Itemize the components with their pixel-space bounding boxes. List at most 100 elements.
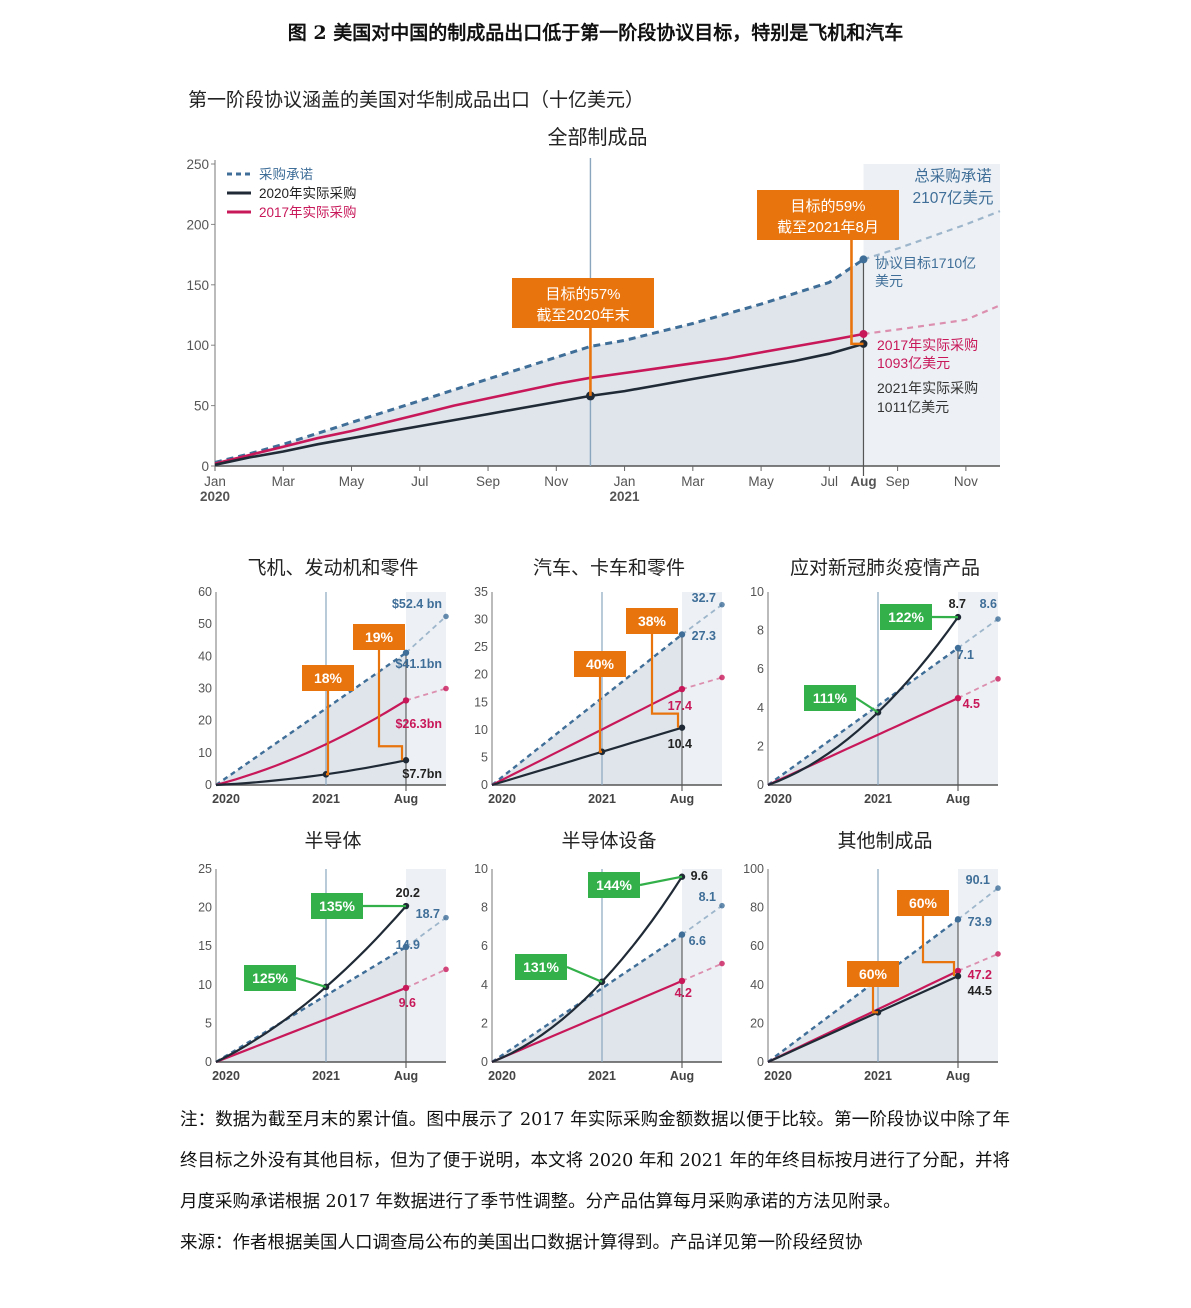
y-tick-label: 150 [186,278,209,293]
x-tick-label: Aug [394,792,418,806]
badge-label: 111% [813,690,848,706]
projection-end-point [995,676,1001,682]
actual-2020-end-label: 20.2 [396,886,420,900]
series-end-point [402,943,410,951]
projection-end-point [719,902,725,909]
badge-label: 135% [319,898,355,914]
y-tick-label: 5 [481,750,488,764]
actual-2017-end-label: 17.4 [668,699,692,713]
chart-title: 半导体 [304,830,361,852]
legend-label: 2017年实际采购 [259,205,357,220]
y-tick-label: 15 [474,695,488,709]
actual-2017-end-label: $26.3bn [395,717,442,731]
projected-total-label: 18.7 [416,907,440,921]
source-text: 来源：作者根据美国人口调查局公布的美国出口数据计算得到。产品详见第一阶段经贸协 [180,1233,863,1253]
chart-other-manufactured: 其他制成品 0 20 40 60 80 100 2020 2021 Aug 73.9 47.2 44.5… [743,830,1001,1083]
x-tick-label: Aug [670,1069,694,1083]
callout-2020-line1: 目标的57% [545,286,620,303]
badge-box [515,954,567,980]
y-tick-label: 25 [198,862,212,876]
y-tick-label: 2 [757,739,764,753]
actual-2020-end-label: $7.7bn [402,767,442,781]
series-line [767,647,959,786]
series-line [215,651,407,786]
series-projection [405,687,447,702]
x-tick-label: Jan [204,474,226,489]
series-end-point [402,697,410,704]
badge-label: 38% [638,613,667,629]
badge-connector [871,987,878,1014]
chart-title: 应对新冠肺炎疫情产品 [790,557,980,579]
badge-connector [598,677,602,753]
series-end-point [954,972,962,980]
series-line [491,633,683,786]
chart-aircraft: 飞机、发动机和零件 0 10 20 30 40 50 60 2020 2021 Aug $41.1bn… [198,557,449,806]
future-region [406,592,446,785]
badge-connector [639,875,683,887]
y-tick-label: 20 [198,901,212,915]
y-tick-label: 8 [757,624,764,638]
x-tick-label: Aug [670,792,694,806]
actual-2020-end-label: 8.7 [949,597,966,611]
callout-2021-box [757,190,899,240]
x-tick-label: Jul [821,474,838,489]
series-line [215,759,407,787]
badge-connector [855,697,879,714]
projection-end-point [719,674,725,681]
series-line [491,876,683,1064]
callout-2020-box [512,278,654,328]
series-end-point [678,977,686,985]
badge-box [626,608,678,634]
total-commitment-value: 2107亿美元 [913,189,994,207]
y-tick-label: 4 [481,978,488,992]
badge-label: 131% [523,959,559,975]
y-tick-label: 100 [186,338,209,353]
x-tick-sublabel: 2020 [200,489,230,504]
x-tick-label: 2020 [764,1069,792,1083]
badge-label: 122% [888,609,924,625]
series-end-point [678,873,686,880]
badge-connector [326,691,330,776]
y-tick-label: 15 [198,939,212,953]
series-end-point [678,685,686,693]
chart-title: 全部制成品 [548,126,648,149]
badge-box [353,624,405,650]
y-tick-label: 4 [757,701,764,715]
future-region [958,869,998,1062]
x-tick-sublabel: 2021 [610,489,641,504]
badge-box [897,890,949,916]
y-tick-label: 20 [474,668,488,682]
series-projection [863,210,1001,261]
series-line [215,986,407,1064]
y-tick-label: 40 [750,978,764,992]
actual-2020-label: 2021年实际采购 [877,380,978,396]
commitment-end-label: 14.9 [396,938,420,952]
legend-label: 采购承诺 [259,167,313,182]
badge-box [311,893,363,919]
x-tick-label: Aug [394,1069,418,1083]
series-line [767,616,959,787]
future-region [682,869,722,1062]
badge-label: 125% [252,970,288,986]
badge-box [574,651,626,677]
chart-title: 其他制成品 [837,830,932,852]
series-end-point [954,967,962,975]
x-tick-label: Nov [544,474,568,489]
callout-2021-tail [850,333,864,346]
series-line [767,918,959,1063]
y-tick-label: 60 [750,939,764,953]
series-end-point [678,631,686,638]
series-end-point [402,984,410,992]
series-line [214,258,865,464]
y-tick-label: 6 [481,939,488,953]
series-end-point [859,255,868,264]
x-tick-label: Sep [886,474,910,489]
series-projection [681,676,723,690]
actual-2020-value: 1011亿美元 [877,399,949,415]
series-line [214,332,864,465]
target-label-unit: 美元 [875,273,903,289]
badge-box [880,604,932,630]
y-tick-label: 6 [757,662,764,676]
series-end-point [402,902,410,910]
x-tick-label: Nov [954,474,978,489]
